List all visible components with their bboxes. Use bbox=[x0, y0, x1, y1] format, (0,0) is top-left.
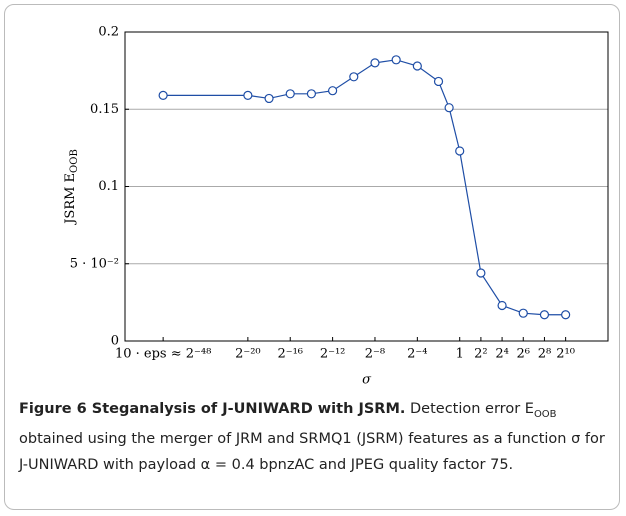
data-point bbox=[476, 268, 486, 278]
x-tick-label: 2⁴ bbox=[495, 347, 508, 362]
chart: 0 5 · 10⁻² 0.1 0.15 0.2 10 · eps ≈ 2⁻⁴⁸ 2⁻²⁰ 2⁻… bbox=[63, 25, 609, 388]
data-point bbox=[328, 86, 338, 96]
x-tick-label: 2⁻¹⁶ bbox=[277, 347, 303, 362]
data-point bbox=[518, 308, 528, 318]
data-point bbox=[306, 89, 317, 99]
data-point bbox=[349, 72, 359, 82]
x-tick-label: 2⁻⁸ bbox=[365, 347, 385, 362]
data-point bbox=[433, 76, 444, 87]
figure-frame bbox=[4, 4, 620, 510]
y-axis-label-sub: OOB bbox=[69, 149, 80, 173]
plot-frame bbox=[124, 31, 609, 342]
series-line bbox=[163, 59, 566, 316]
y-tick-label: 0 bbox=[111, 334, 119, 349]
caption-subscript: OOB bbox=[533, 408, 557, 420]
y-tick-label: 0.2 bbox=[98, 25, 119, 40]
y-axis-label-main: JSRM E bbox=[63, 173, 78, 226]
x-tick-label: 2⁻¹² bbox=[320, 347, 346, 362]
data-point bbox=[497, 300, 507, 311]
y-tick-label: 0.15 bbox=[90, 102, 119, 117]
data-point bbox=[539, 310, 550, 320]
x-tick-label: 10 · eps ≈ 2⁻⁴⁸ bbox=[115, 347, 211, 362]
x-tick-label: 2¹⁰ bbox=[556, 347, 575, 362]
caption: Figure 6 Steganalysis of J-UNIWARD with … bbox=[19, 397, 609, 478]
x-tick-label: 2⁸ bbox=[538, 347, 551, 362]
y-tick-label: 0.1 bbox=[98, 179, 119, 194]
data-point bbox=[285, 89, 295, 99]
caption-title: Figure 6 Steganalysis of J-UNIWARD with … bbox=[19, 401, 406, 417]
x-tick-label: 2⁶ bbox=[517, 347, 530, 362]
data-point bbox=[412, 61, 422, 71]
data-point bbox=[370, 58, 380, 68]
data-point bbox=[264, 93, 274, 104]
x-tick-label: 2² bbox=[474, 347, 487, 362]
x-tick-label: 2⁻⁴ bbox=[407, 347, 427, 362]
data-point bbox=[561, 310, 571, 320]
y-axis-label: JSRM EOOB bbox=[63, 149, 80, 226]
data-point bbox=[455, 146, 465, 156]
x-tick-label: 1 bbox=[456, 347, 464, 362]
data-point bbox=[391, 55, 401, 65]
x-axis-label: σ bbox=[362, 373, 372, 388]
x-tick-label: 2⁻²⁰ bbox=[235, 347, 261, 362]
data-point bbox=[243, 90, 253, 100]
y-tick-label: 5 · 10⁻² bbox=[70, 256, 119, 271]
caption-text: Detection error E bbox=[410, 401, 534, 417]
data-point bbox=[444, 103, 454, 113]
caption-text: obtained using the merger of JRM and SRM… bbox=[19, 431, 605, 473]
data-point bbox=[158, 90, 168, 100]
